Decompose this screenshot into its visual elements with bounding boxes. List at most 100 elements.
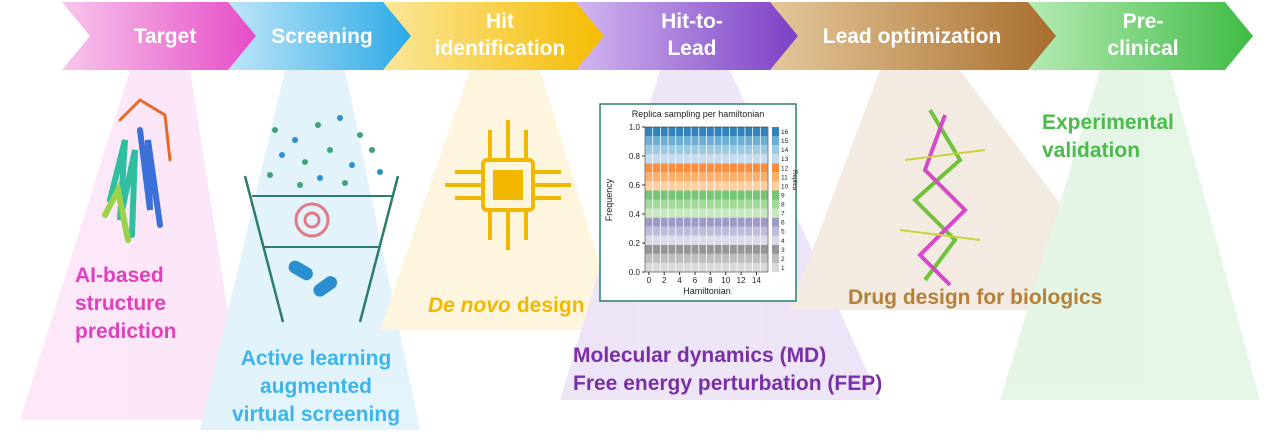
stage-arrows xyxy=(62,2,1253,70)
bar-segment xyxy=(645,136,653,146)
bar-segment xyxy=(691,244,699,254)
bar-segment xyxy=(760,262,768,272)
inset-title: Replica sampling per hamiltonian xyxy=(632,109,765,119)
y-tick-label: 0.2 xyxy=(629,239,641,248)
colorbar-swatch xyxy=(772,208,779,218)
bar-segment xyxy=(745,145,753,155)
bar-segment xyxy=(722,244,730,254)
plot-frame xyxy=(644,126,769,273)
caption-line: Experimental xyxy=(1042,111,1174,134)
colorbar-label: 16 xyxy=(781,129,789,136)
bar-segment xyxy=(676,172,684,182)
bar-segment xyxy=(676,199,684,209)
colorbar-swatch xyxy=(772,235,779,245)
y-tick-label: 1.0 xyxy=(629,123,641,132)
bar-segment xyxy=(714,181,722,191)
bar-segment xyxy=(645,190,653,200)
bar-segment xyxy=(737,190,745,200)
bar-segment xyxy=(714,208,722,218)
bar-segment xyxy=(714,154,722,164)
bar-segment xyxy=(676,145,684,155)
x-tick-label: 10 xyxy=(721,276,730,285)
bar-segment xyxy=(753,172,760,182)
bar-segment xyxy=(676,208,684,218)
bar-segment xyxy=(753,262,760,272)
caption-line: Molecular dynamics (MD) xyxy=(573,344,826,367)
bar-segment xyxy=(753,154,760,164)
bar-segment xyxy=(722,199,730,209)
bar-segment xyxy=(753,190,760,200)
bar-segment xyxy=(668,235,676,245)
caption-experimental: Experimental validation xyxy=(1042,111,1174,162)
bar-segment xyxy=(729,190,737,200)
bar-segment xyxy=(729,199,737,209)
bar-segment xyxy=(760,172,768,182)
x-tick-label: 8 xyxy=(708,276,713,285)
bar-segment xyxy=(653,154,660,164)
colorbar-swatch xyxy=(772,136,779,146)
bar-segment xyxy=(729,172,737,182)
bar-segment xyxy=(653,244,660,254)
bar-segment xyxy=(691,127,699,137)
bar-segment xyxy=(699,208,707,218)
bar-segment xyxy=(683,226,691,236)
bar-segment xyxy=(714,235,722,245)
screening-funnel-icon xyxy=(243,115,400,323)
stage-arrow xyxy=(770,2,1058,70)
colorbar-swatch xyxy=(772,217,779,227)
stage-label: Hit-to- xyxy=(661,10,723,33)
colorbar-label: 10 xyxy=(781,183,789,190)
bar-segment xyxy=(645,127,653,137)
bar-segment xyxy=(722,235,730,245)
colorbar-swatch xyxy=(772,226,779,236)
bar-segment xyxy=(706,163,714,173)
bar-segment xyxy=(645,262,653,272)
bar-segment xyxy=(676,154,684,164)
bar-segment xyxy=(745,136,753,146)
bar-segment xyxy=(753,226,760,236)
stage-arrow xyxy=(576,2,800,70)
bar-segment xyxy=(668,199,676,209)
bar-segment xyxy=(745,199,753,209)
caption-structure: AI-based structure prediction xyxy=(75,264,177,343)
bar-segment xyxy=(660,226,668,236)
bar-segment xyxy=(676,235,684,245)
bar-segment xyxy=(645,244,653,254)
bar-segment xyxy=(722,217,730,227)
bar-segment xyxy=(676,136,684,146)
bar-segment xyxy=(683,172,691,182)
bar-segment xyxy=(760,217,768,227)
bar-segment xyxy=(691,226,699,236)
bar-segment xyxy=(722,262,730,272)
y-tick-label: 0.4 xyxy=(629,210,641,219)
helix-structure-icon xyxy=(899,108,986,287)
bar-segment xyxy=(691,163,699,173)
bar-segment xyxy=(745,244,753,254)
bar-segment xyxy=(722,253,730,263)
bar-segment xyxy=(653,163,660,173)
bar-segment xyxy=(722,181,730,191)
colorbar-swatch xyxy=(772,127,779,137)
bar-segment xyxy=(745,154,753,164)
bar-segment xyxy=(706,136,714,146)
bar-segment xyxy=(737,199,745,209)
bar-segment xyxy=(737,127,745,137)
colorbar-label: 12 xyxy=(781,165,789,172)
caption-simulation: Molecular dynamics (MD) Free energy pert… xyxy=(573,344,882,395)
bar-segment xyxy=(645,217,653,227)
bar-segment xyxy=(653,208,660,218)
bar-segment xyxy=(714,127,722,137)
bar-segment xyxy=(691,217,699,227)
colorbar-label: 8 xyxy=(781,202,785,209)
bar-segment xyxy=(729,127,737,137)
caption-de-novo: De novo design xyxy=(428,294,585,317)
bar-segment xyxy=(645,181,653,191)
bar-segment xyxy=(737,172,745,182)
bar-segment xyxy=(714,199,722,209)
bar-segment xyxy=(660,244,668,254)
bar-segment xyxy=(668,127,676,137)
bar-segment xyxy=(745,235,753,245)
bar-segment xyxy=(706,262,714,272)
bar-segment xyxy=(660,190,668,200)
bar-segment xyxy=(729,244,737,254)
